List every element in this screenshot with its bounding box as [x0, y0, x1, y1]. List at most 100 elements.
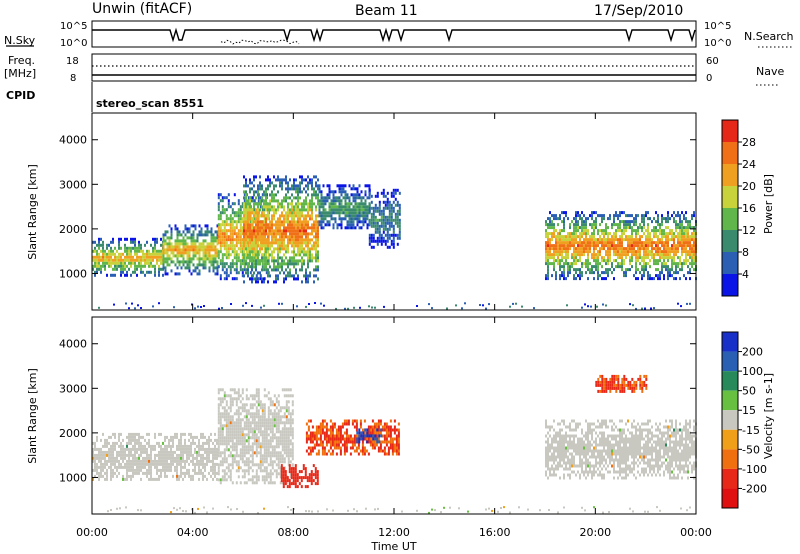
range-cell — [317, 223, 319, 227]
range-cell — [92, 267, 94, 271]
range-cell — [235, 211, 238, 215]
range-cell — [253, 394, 256, 398]
range-cell — [386, 215, 389, 219]
range-cell — [229, 241, 232, 245]
range-cell — [124, 246, 126, 250]
range-cell — [158, 459, 160, 463]
range-cell — [271, 481, 274, 485]
range-cell — [593, 253, 595, 257]
range-cell — [225, 250, 228, 254]
range-cell — [685, 220, 687, 224]
range-cell — [136, 249, 138, 253]
range-cell — [581, 306, 583, 309]
range-cell — [233, 250, 236, 254]
range-cell — [386, 203, 389, 207]
range-cell — [309, 271, 311, 275]
range-cell — [352, 220, 355, 224]
range-cell — [249, 214, 251, 218]
range-cell — [156, 471, 158, 475]
range-cell — [665, 265, 667, 269]
range-cell — [549, 232, 551, 236]
range-cell — [633, 274, 635, 278]
range-cell — [255, 214, 257, 218]
range-cell — [261, 235, 263, 239]
range-cell — [685, 238, 687, 242]
range-cell — [255, 412, 258, 416]
range-cell — [277, 430, 280, 434]
range-cell — [275, 238, 277, 242]
range-cell — [277, 247, 279, 251]
range-cell — [229, 400, 232, 404]
range-cell — [202, 257, 205, 261]
range-cell — [597, 250, 599, 254]
range-cell — [583, 226, 585, 230]
range-cell — [140, 267, 142, 271]
range-cell — [685, 241, 687, 245]
range-cell — [661, 253, 663, 257]
range-cell — [659, 274, 661, 278]
range-cell — [322, 196, 325, 200]
range-cell — [208, 242, 211, 246]
range-cell — [265, 193, 267, 197]
range-cell — [227, 274, 230, 278]
range-cell — [208, 471, 210, 475]
range-cell — [657, 217, 659, 221]
range-cell — [116, 453, 118, 457]
range-cell — [313, 187, 315, 191]
range-cell — [320, 190, 323, 194]
range-cell — [322, 205, 325, 209]
range-cell — [299, 196, 301, 200]
range-cell — [108, 459, 110, 463]
range-cell — [627, 223, 629, 227]
range-cell — [265, 433, 268, 437]
range-cell — [275, 235, 277, 239]
range-cell — [233, 238, 236, 242]
range-cell — [237, 430, 240, 434]
range-cell — [245, 457, 248, 461]
range-cell — [547, 274, 549, 278]
range-cell — [273, 415, 276, 419]
range-cell — [231, 460, 234, 464]
range-cell — [132, 465, 134, 469]
range-cell — [571, 241, 573, 245]
range-cell — [687, 220, 689, 224]
range-cell — [217, 202, 220, 206]
range-cell — [186, 456, 188, 460]
range-cell — [639, 238, 641, 242]
range-cell — [653, 235, 655, 239]
range-cell — [549, 241, 551, 245]
range-cell — [267, 448, 270, 452]
range-cell — [611, 244, 613, 248]
range-cell — [271, 193, 273, 197]
range-cell — [563, 274, 565, 278]
range-cell — [277, 427, 280, 431]
range-cell — [330, 217, 333, 221]
range-cell — [257, 211, 259, 215]
range-cell — [275, 259, 277, 263]
range-cell — [315, 253, 317, 257]
range-cell — [281, 178, 283, 182]
range-cell — [693, 247, 695, 251]
range-cell — [243, 442, 246, 446]
range-cell — [386, 191, 389, 195]
range-cell — [265, 439, 268, 443]
range-cell — [565, 247, 567, 251]
range-cell — [257, 388, 260, 392]
range-cell — [198, 263, 201, 267]
range-cell — [633, 253, 635, 257]
range-cell — [138, 243, 140, 247]
range-cell — [118, 462, 120, 466]
range-cell — [249, 436, 252, 440]
range-cell — [229, 244, 232, 248]
range-cell — [315, 259, 317, 263]
range-cell — [164, 230, 167, 234]
range-cell — [257, 430, 260, 434]
range-cell — [96, 264, 98, 268]
range-cell — [261, 214, 263, 218]
range-cell — [685, 229, 687, 233]
range-cell — [245, 184, 247, 188]
range-cell — [601, 244, 603, 248]
range-cell — [597, 241, 599, 245]
range-cell — [237, 238, 240, 242]
range-cell — [261, 418, 264, 422]
